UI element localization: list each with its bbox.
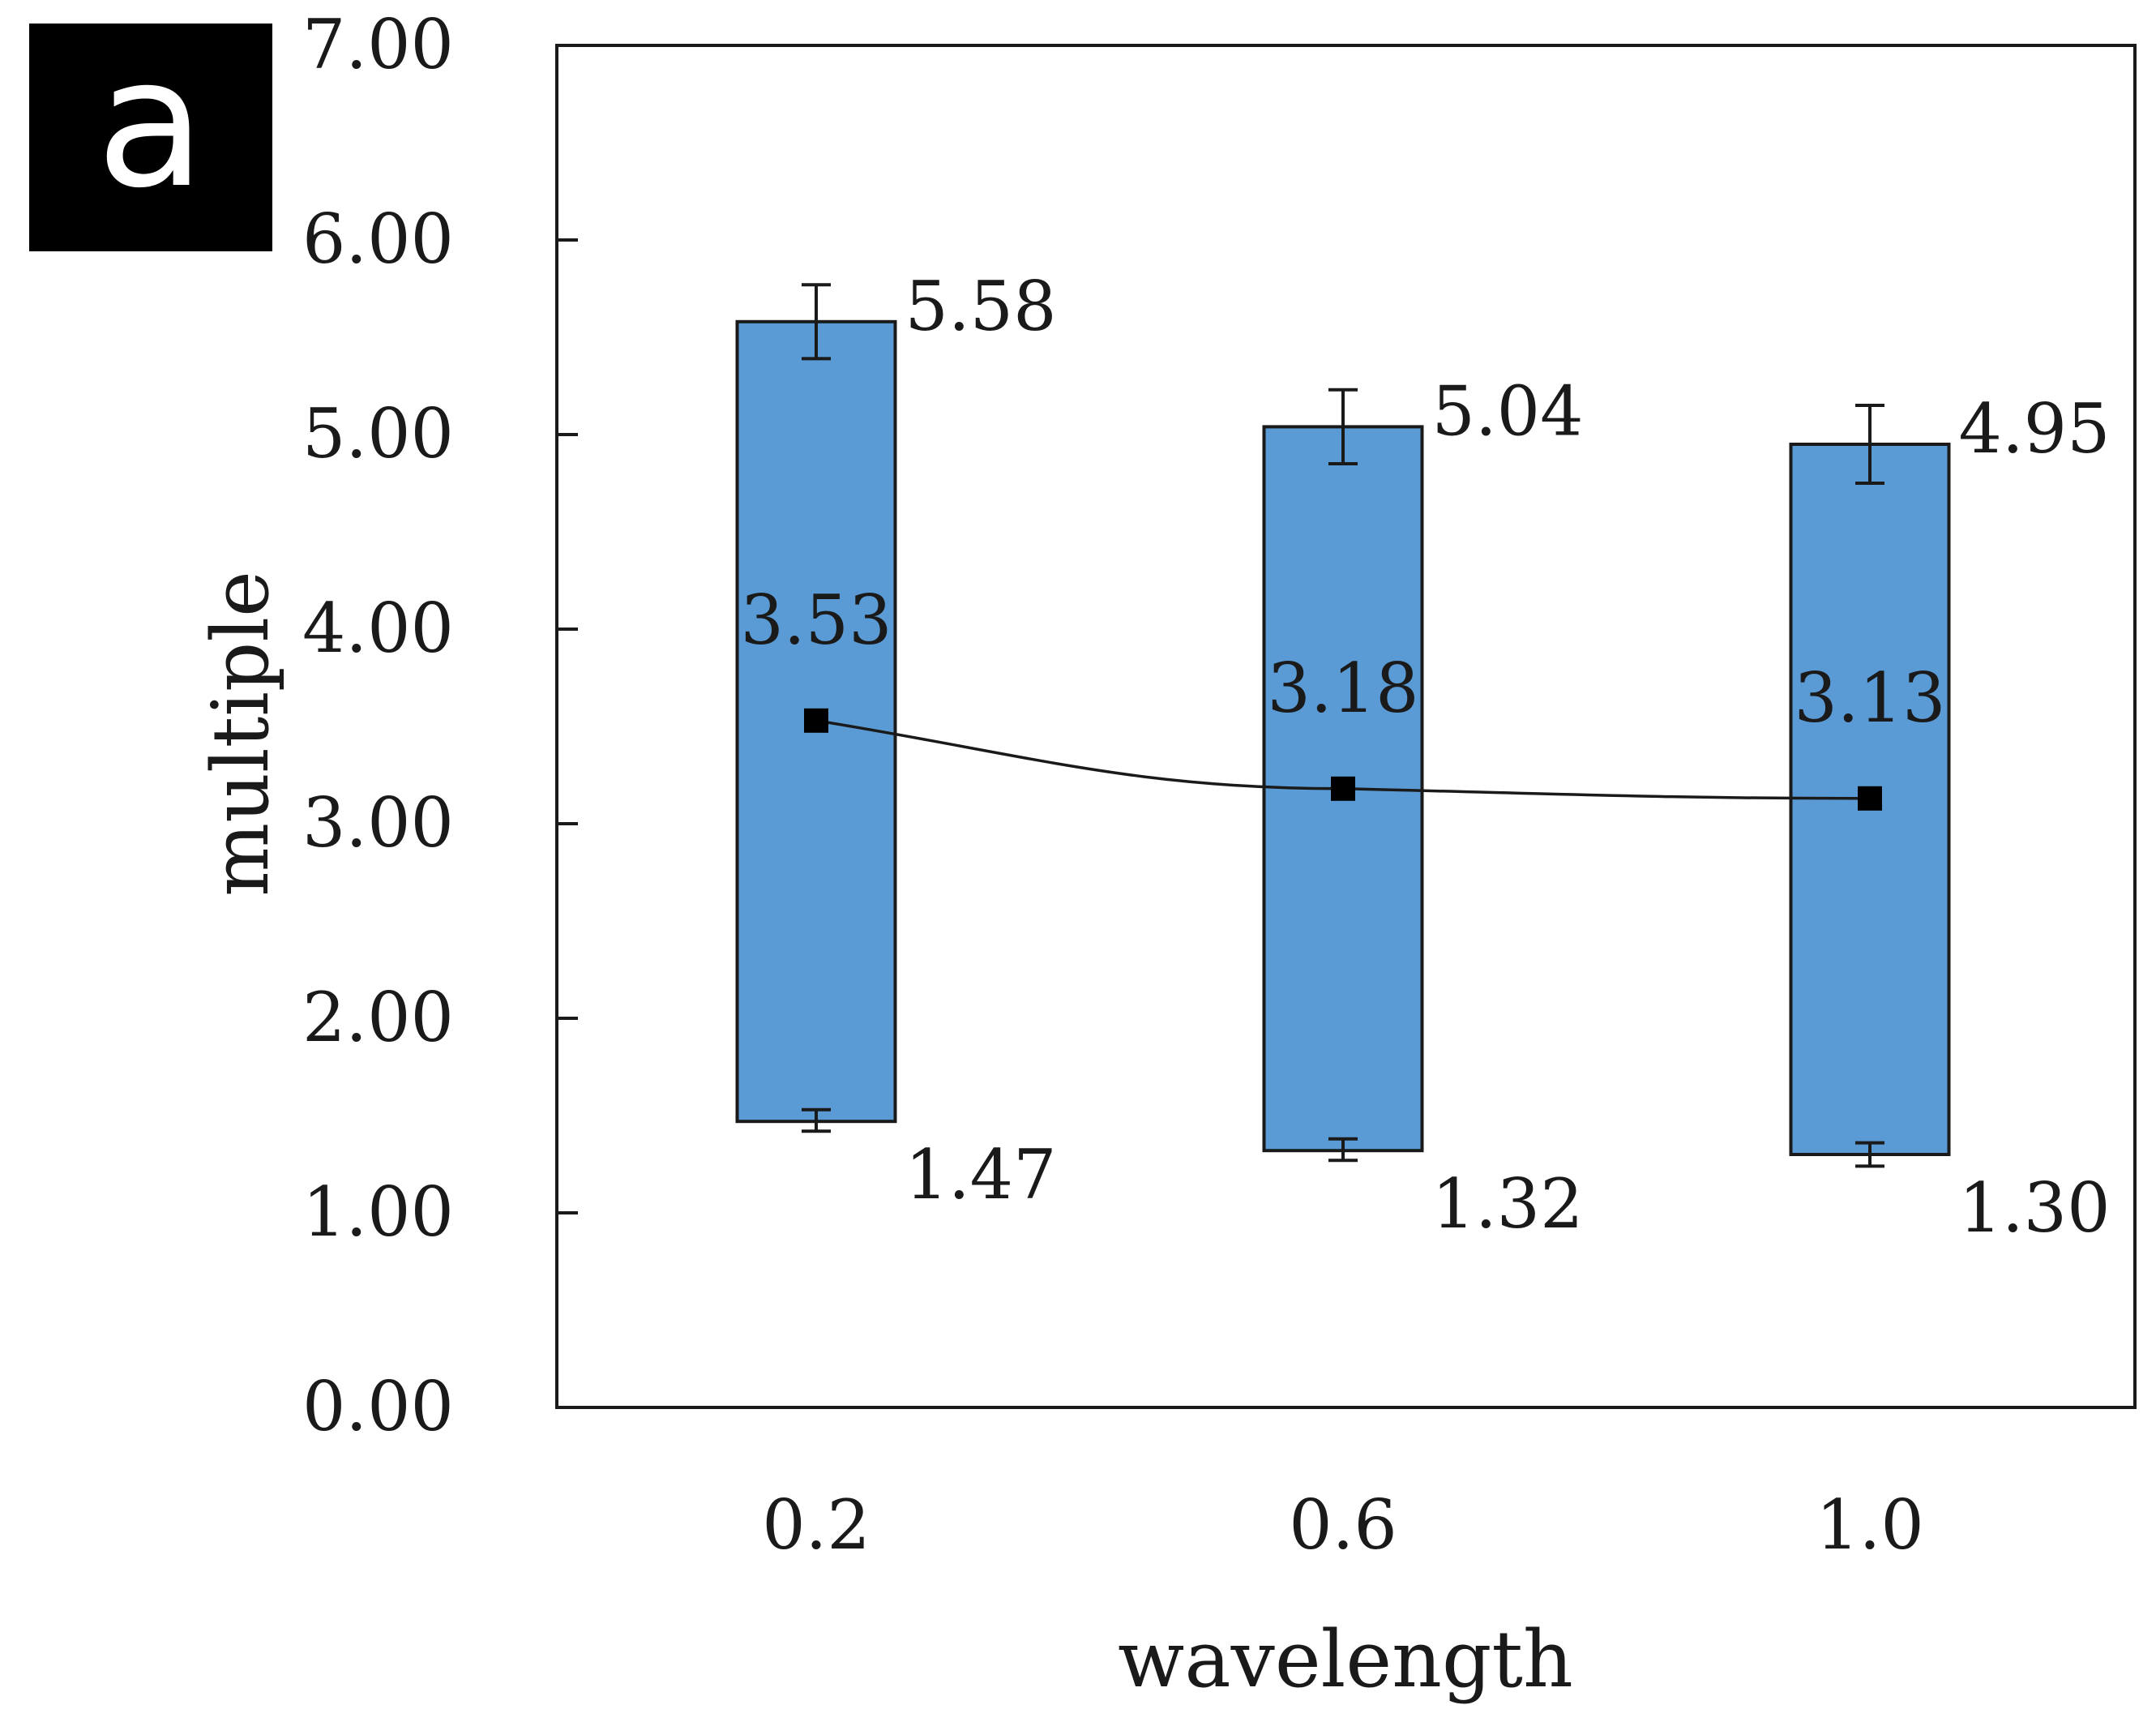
y-tick-label: 3.00 xyxy=(302,783,454,863)
y-tick-label: 5.00 xyxy=(302,394,454,473)
min-value-label: 1.30 xyxy=(1959,1168,2111,1248)
y-tick-label: 7.00 xyxy=(302,5,454,84)
y-tick-label: 4.00 xyxy=(302,589,454,668)
y-axis-title: multiple xyxy=(195,571,286,897)
x-axis-title: wavelength xyxy=(1118,1614,1573,1705)
y-tick-label: 2.00 xyxy=(302,978,454,1057)
panel-label-bg xyxy=(29,24,272,251)
y-tick-label: 1.00 xyxy=(302,1172,454,1252)
y-tick-label: 6.00 xyxy=(302,199,454,279)
min-value-label: 1.47 xyxy=(905,1135,1057,1214)
max-value-label: 5.04 xyxy=(1432,371,1584,451)
min-value-label: 1.32 xyxy=(1432,1164,1584,1244)
y-tick-label: 0.00 xyxy=(302,1367,454,1446)
max-value-label: 5.58 xyxy=(905,267,1057,346)
mean-marker xyxy=(804,708,828,733)
x-tick-label: 0.6 xyxy=(1289,1485,1397,1565)
mean-value-label: 3.53 xyxy=(740,580,892,660)
mean-marker xyxy=(1331,776,1355,801)
y-axis-ticks: 0.00 1.00 2.00 3.00 4.00 5.00 6.00 7.00 xyxy=(302,5,578,1446)
mean-value-label: 3.18 xyxy=(1267,649,1418,728)
mean-value-label: 3.13 xyxy=(1794,658,1945,738)
max-value-label: 4.95 xyxy=(1959,389,2111,469)
mean-line xyxy=(804,708,1882,811)
mean-marker xyxy=(1858,786,1882,811)
x-axis-ticks: 0.2 0.6 1.0 xyxy=(762,1485,1924,1565)
error-bars xyxy=(802,283,1884,1168)
panel-label-text: a xyxy=(96,19,206,227)
data-labels: 5.58 1.47 3.53 5.04 1.32 3.18 4.95 1.30 3.13 xyxy=(740,267,2110,1248)
panel-label-box: a xyxy=(29,19,272,251)
x-tick-label: 1.0 xyxy=(1816,1485,1924,1565)
plot-frame xyxy=(555,44,2137,1409)
x-tick-label: 0.2 xyxy=(762,1485,871,1565)
